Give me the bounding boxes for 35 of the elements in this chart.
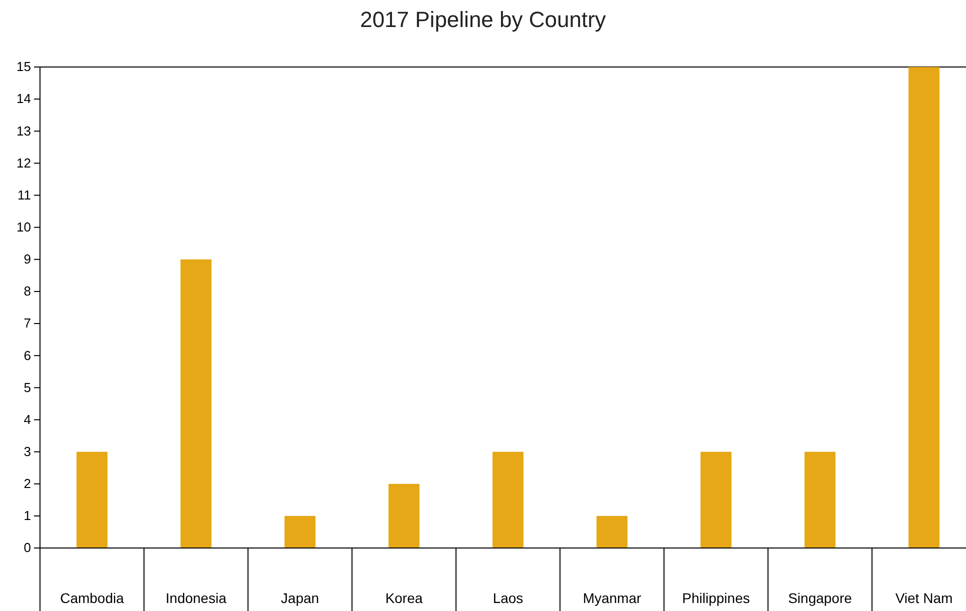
bar [908, 67, 940, 548]
y-tick-label: 2 [24, 476, 31, 492]
x-tick-label: Indonesia [166, 590, 227, 606]
bar [284, 516, 316, 548]
bar [596, 516, 628, 548]
chart-title: 2017 Pipeline by Country [360, 7, 606, 32]
x-tick-label: Singapore [788, 590, 852, 606]
y-tick-label: 10 [16, 219, 31, 234]
bar [492, 452, 524, 548]
bar [804, 452, 836, 548]
y-tick-label: 3 [24, 444, 31, 459]
y-tick-label: 13 [16, 123, 31, 138]
bar [180, 259, 212, 548]
bar [700, 452, 732, 548]
y-tick-label: 5 [24, 380, 31, 395]
y-tick-label: 7 [24, 316, 31, 331]
y-tick-label: 6 [24, 348, 31, 363]
y-tick-label: 0 [24, 540, 31, 556]
bar [76, 452, 108, 548]
y-tick-label: 11 [18, 187, 31, 202]
bar [388, 484, 420, 548]
x-tick-label: Cambodia [60, 590, 124, 606]
x-tick-label: Myanmar [582, 590, 642, 606]
x-tick-label: Laos [492, 590, 524, 606]
y-tick-label: 15 [16, 59, 31, 74]
x-tick-label: Japan [280, 590, 320, 606]
y-tick-label: 9 [24, 252, 31, 267]
x-tick-label: Viet Nam [895, 590, 953, 606]
x-tick-label: Korea [385, 590, 423, 606]
y-tick-label: 4 [24, 412, 31, 427]
y-tick-label: 14 [16, 91, 31, 106]
y-tick-label: 1 [24, 508, 31, 524]
y-tick-label: 12 [16, 155, 31, 170]
x-tick-label: Philippines [682, 590, 750, 606]
y-tick-label: 8 [24, 284, 31, 299]
